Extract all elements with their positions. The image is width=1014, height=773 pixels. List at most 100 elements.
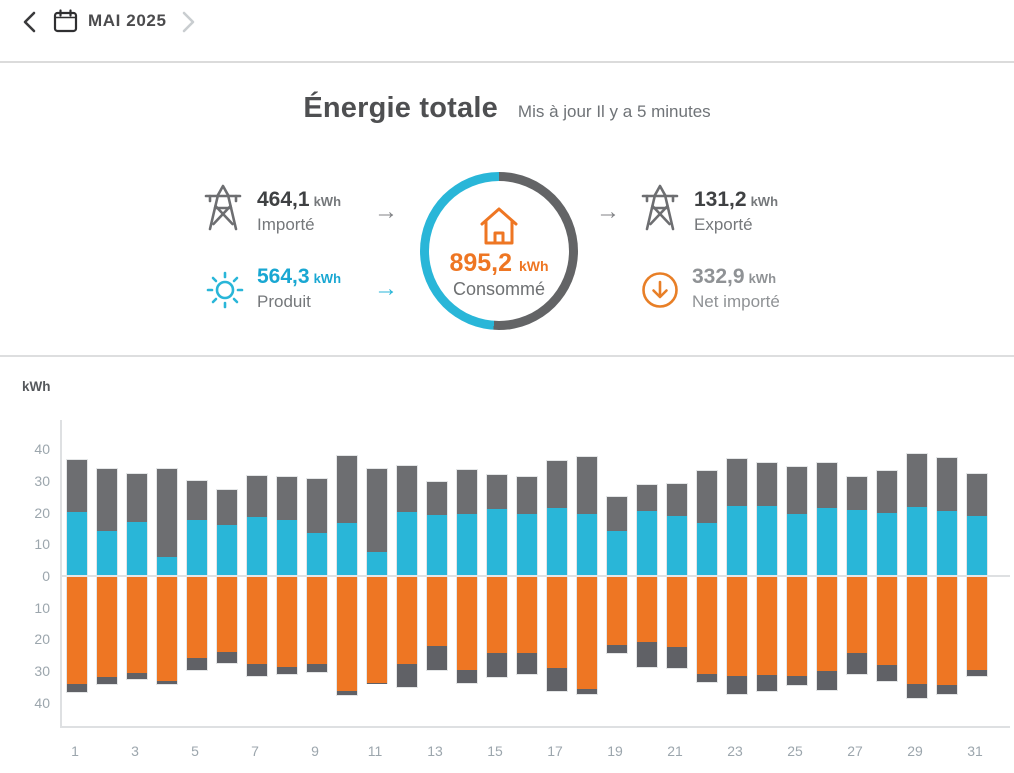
bar-day-31-up[interactable] bbox=[967, 473, 987, 575]
bar-day-29-down[interactable] bbox=[907, 577, 927, 699]
consumed-segment bbox=[877, 577, 897, 665]
bar-day-26-up[interactable] bbox=[817, 462, 837, 575]
bar-day-6-up[interactable] bbox=[217, 490, 237, 575]
bar-day-20-up[interactable] bbox=[637, 485, 657, 575]
bar-day-2-down[interactable] bbox=[97, 577, 117, 684]
y-axis-unit-label: kWh bbox=[22, 379, 51, 394]
bar-day-24-down[interactable] bbox=[757, 577, 777, 692]
exported-segment bbox=[277, 666, 297, 674]
exported-segment bbox=[487, 653, 507, 678]
exported-segment bbox=[397, 664, 417, 687]
bar-day-18-down[interactable] bbox=[577, 577, 597, 695]
bar-day-4-up[interactable] bbox=[157, 468, 177, 575]
bar-day-28-up[interactable] bbox=[877, 471, 897, 575]
imported-label: Importé bbox=[257, 215, 315, 234]
exported-value: 131,2 bbox=[694, 188, 747, 211]
bar-day-8-down[interactable] bbox=[277, 577, 297, 674]
bar-day-7-up[interactable] bbox=[247, 476, 267, 575]
bar-day-23-down[interactable] bbox=[727, 577, 747, 694]
bar-day-5-down[interactable] bbox=[187, 577, 207, 671]
consumed-segment bbox=[487, 577, 507, 654]
bar-day-20-down[interactable] bbox=[637, 577, 657, 667]
bar-day-31-down[interactable] bbox=[967, 577, 987, 677]
export-flow-arrow: → bbox=[596, 198, 620, 225]
produced-stat: 564,3 kWh Produit bbox=[257, 265, 341, 312]
bar-day-3-down[interactable] bbox=[127, 577, 147, 680]
consumed-segment bbox=[97, 577, 117, 678]
bar-day-21-up[interactable] bbox=[667, 484, 687, 575]
bar-day-30-down[interactable] bbox=[937, 577, 957, 694]
bar-day-10-up[interactable] bbox=[337, 456, 357, 575]
bar-day-15-up[interactable] bbox=[487, 475, 507, 575]
bar-day-19-up[interactable] bbox=[607, 497, 627, 575]
bar-day-4-down[interactable] bbox=[157, 577, 177, 684]
exported-segment bbox=[457, 669, 477, 683]
bar-day-14-up[interactable] bbox=[457, 470, 477, 575]
x-tick-label-day-3: 3 bbox=[131, 743, 139, 759]
consumed-segment bbox=[757, 577, 777, 675]
exported-segment bbox=[937, 685, 957, 694]
bar-day-24-up[interactable] bbox=[757, 462, 777, 575]
bar-day-27-up[interactable] bbox=[847, 477, 867, 575]
bar-day-13-up[interactable] bbox=[427, 482, 447, 575]
next-period-button[interactable] bbox=[176, 10, 200, 34]
produced-segment bbox=[877, 512, 897, 575]
bar-day-30-up[interactable] bbox=[937, 458, 957, 575]
imported-segment bbox=[127, 473, 147, 523]
consumed-segment bbox=[157, 577, 177, 682]
bar-day-10-down[interactable] bbox=[337, 577, 357, 695]
bar-day-11-up[interactable] bbox=[367, 468, 387, 575]
bar-day-14-down[interactable] bbox=[457, 577, 477, 683]
y-tick-label: 10 bbox=[34, 599, 50, 616]
imported-segment bbox=[697, 470, 717, 523]
bar-day-16-down[interactable] bbox=[517, 577, 537, 675]
bar-day-12-down[interactable] bbox=[397, 577, 417, 687]
consumed-segment bbox=[817, 577, 837, 672]
imported-segment bbox=[877, 471, 897, 513]
bar-day-7-down[interactable] bbox=[247, 577, 267, 676]
x-tick-label-day-31: 31 bbox=[967, 743, 983, 759]
bar-day-16-up[interactable] bbox=[517, 477, 537, 575]
chart-plot bbox=[60, 420, 1010, 728]
x-tick-label-day-27: 27 bbox=[847, 743, 863, 759]
calendar-button[interactable] bbox=[52, 8, 79, 35]
bar-day-27-down[interactable] bbox=[847, 577, 867, 675]
y-tick-label: 20 bbox=[34, 504, 50, 521]
y-tick-label: 20 bbox=[34, 631, 50, 648]
bar-day-15-down[interactable] bbox=[487, 577, 507, 678]
bar-day-28-down[interactable] bbox=[877, 577, 897, 682]
consumed-segment bbox=[427, 577, 447, 647]
exported-segment bbox=[667, 646, 687, 668]
bar-day-3-up[interactable] bbox=[127, 473, 147, 575]
bar-day-11-down[interactable] bbox=[367, 577, 387, 684]
bar-day-17-down[interactable] bbox=[547, 577, 567, 692]
bar-day-18-up[interactable] bbox=[577, 456, 597, 575]
bar-day-6-down[interactable] bbox=[217, 577, 237, 663]
bar-day-9-up[interactable] bbox=[307, 478, 327, 575]
bar-day-5-up[interactable] bbox=[187, 481, 207, 575]
imported-segment bbox=[487, 475, 507, 509]
bar-day-29-up[interactable] bbox=[907, 453, 927, 575]
bar-day-9-down[interactable] bbox=[307, 577, 327, 672]
bar-day-21-down[interactable] bbox=[667, 577, 687, 668]
produced-segment bbox=[637, 511, 657, 575]
bar-day-8-up[interactable] bbox=[277, 477, 297, 575]
imported-segment bbox=[367, 468, 387, 552]
exported-segment bbox=[247, 664, 267, 676]
bar-day-22-up[interactable] bbox=[697, 470, 717, 575]
bar-day-12-up[interactable] bbox=[397, 466, 417, 575]
previous-period-button[interactable] bbox=[18, 9, 44, 35]
bar-day-22-down[interactable] bbox=[697, 577, 717, 683]
bar-day-1-up[interactable] bbox=[67, 460, 87, 575]
bar-day-23-up[interactable] bbox=[727, 458, 747, 575]
bar-day-19-down[interactable] bbox=[607, 577, 627, 654]
bar-day-25-down[interactable] bbox=[787, 577, 807, 686]
bar-day-17-up[interactable] bbox=[547, 461, 567, 575]
bar-day-1-down[interactable] bbox=[67, 577, 87, 692]
bar-day-26-down[interactable] bbox=[817, 577, 837, 691]
bar-day-2-up[interactable] bbox=[97, 468, 117, 575]
consumption-ring: 895,2 kWh Consommé bbox=[420, 172, 578, 330]
bar-day-13-down[interactable] bbox=[427, 577, 447, 671]
exported-segment bbox=[967, 670, 987, 677]
bar-day-25-up[interactable] bbox=[787, 466, 807, 575]
